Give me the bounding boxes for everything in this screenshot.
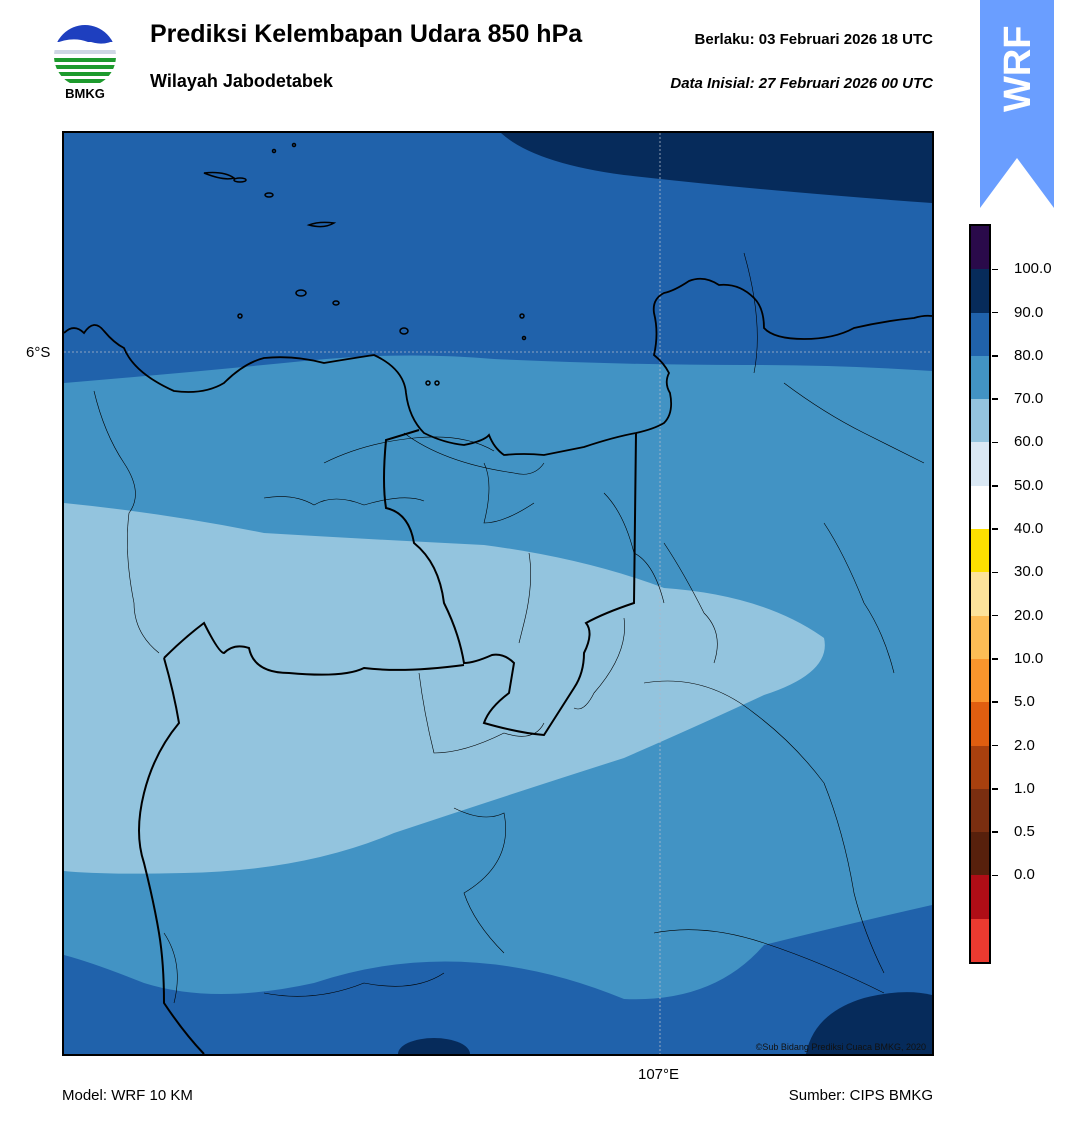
colorbar-tick (992, 701, 998, 703)
colorbar-tick-label: 30.0 (1014, 563, 1044, 581)
latitude-label: 6°S (26, 344, 51, 361)
colorbar-segment (971, 399, 989, 443)
wrf-banner-text: WRF (997, 25, 1039, 112)
colorbar-tick (992, 831, 998, 833)
colorbar-segment (971, 355, 989, 400)
humidity-band-90-100-top (501, 133, 932, 203)
bmkg-logo-text: BMKG (65, 86, 105, 101)
humidity-band-90-100-spot (398, 1038, 470, 1054)
colorbar-tick (992, 658, 998, 660)
valid-time: Berlaku: 03 Februari 2026 18 UTC (694, 31, 933, 48)
map-credit: ©Sub Bidang Prediksi Cuaca BMKG, 2020 (755, 1042, 926, 1052)
colorbar-tick-label: 80.0 (1014, 346, 1044, 364)
coastline (64, 277, 932, 456)
colorbar-tick-label: 40.0 (1014, 520, 1044, 538)
colorbar-tick (992, 614, 998, 617)
colorbar-tick-label: 70.0 (1014, 390, 1044, 408)
colorbar-tick-label: 50.0 (1014, 476, 1044, 494)
colorbar-tick-label: 90.0 (1014, 303, 1044, 321)
map-subtitle: Wilayah Jabodetabek (150, 71, 333, 91)
colorbar-tick (992, 398, 998, 400)
colorbar-tick-label: 100.0 (1014, 260, 1052, 278)
colorbar (969, 224, 991, 964)
humidity-band-90-100-bottom (806, 992, 932, 1054)
colorbar-tick-label: 60.0 (1014, 433, 1044, 451)
colorbar-segment (971, 658, 989, 703)
map-title: Prediksi Kelembapan Udara 850 hPa (150, 20, 583, 48)
colorbar-segment (971, 226, 989, 270)
colorbar-tick-label: 2.0 (1014, 736, 1035, 754)
colorbar-tick (992, 311, 998, 314)
colorbar-segment (971, 745, 989, 790)
colorbar-tick-label: 1.0 (1014, 779, 1035, 797)
colorbar-segment (971, 918, 989, 963)
colorbar-segment (971, 529, 989, 573)
colorbar-tick (992, 744, 998, 747)
province-boundaries (138, 429, 637, 1054)
islands (203, 142, 527, 386)
colorbar-tick (992, 788, 998, 790)
colorbar-segment (971, 485, 989, 530)
bmkg-logo-icon (54, 25, 116, 83)
colorbar-segment (971, 269, 989, 314)
init-time: Data Inisial: 27 Februari 2026 00 UTC (670, 75, 933, 92)
colorbar-segment (971, 702, 989, 747)
colorbar-tick (992, 571, 998, 574)
longitude-label: 107°E (638, 1066, 680, 1083)
colorbar-tick (992, 268, 998, 271)
colorbar-tick (992, 528, 998, 530)
map-area: ©Sub Bidang Prediksi Cuaca BMKG, 2020 (62, 131, 934, 1056)
colorbar-tick (992, 441, 998, 444)
regency-boundaries (93, 252, 925, 1004)
source-label: Sumber: CIPS BMKG (788, 1087, 933, 1104)
colorbar-segment (971, 832, 989, 876)
humidity-map (64, 133, 932, 1054)
colorbar-segment (971, 875, 989, 920)
colorbar-tick-label: 0.5 (1014, 823, 1035, 841)
colorbar-tick-label: 10.0 (1014, 649, 1044, 667)
colorbar-segment (971, 615, 989, 660)
model-label: Model: WRF 10 KM (62, 1087, 193, 1104)
colorbar-tick (992, 355, 998, 357)
colorbar-segment (971, 572, 989, 617)
colorbar-segment (971, 442, 989, 487)
colorbar-tick-label: 0.0 (1014, 866, 1035, 884)
wrf-banner: WRF (980, 0, 1054, 208)
colorbar-tick-label: 5.0 (1014, 693, 1035, 711)
colorbar-segment (971, 312, 989, 357)
colorbar-tick (992, 485, 998, 487)
colorbar-segment (971, 788, 989, 833)
colorbar-tick (992, 874, 998, 877)
colorbar-tick-label: 20.0 (1014, 606, 1044, 624)
